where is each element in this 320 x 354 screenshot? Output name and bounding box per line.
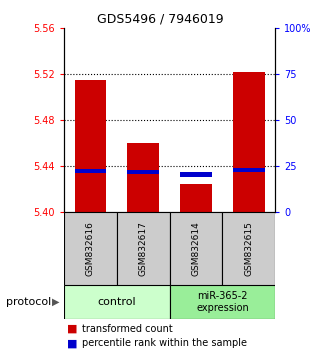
Bar	[170, 285, 275, 319]
Text: ■: ■	[67, 338, 78, 348]
Text: miR-365-2
expression: miR-365-2 expression	[196, 291, 249, 313]
Text: ▶: ▶	[52, 297, 60, 307]
Text: protocol: protocol	[6, 297, 52, 307]
Bar	[117, 212, 170, 285]
Bar	[180, 172, 212, 177]
Bar	[75, 169, 106, 173]
Text: GSM832614: GSM832614	[191, 221, 201, 276]
Bar	[233, 72, 265, 212]
Bar	[75, 80, 106, 212]
Bar	[233, 167, 265, 172]
Text: control: control	[98, 297, 136, 307]
Text: GSM832615: GSM832615	[244, 221, 253, 276]
Bar	[170, 212, 222, 285]
Bar	[64, 212, 117, 285]
Bar	[180, 184, 212, 212]
Text: GSM832617: GSM832617	[139, 221, 148, 276]
Bar	[64, 285, 170, 319]
Bar	[127, 170, 159, 175]
Text: transformed count: transformed count	[82, 324, 172, 333]
Text: percentile rank within the sample: percentile rank within the sample	[82, 338, 247, 348]
Bar	[222, 212, 275, 285]
Text: GDS5496 / 7946019: GDS5496 / 7946019	[97, 12, 223, 25]
Bar	[127, 143, 159, 212]
Text: ■: ■	[67, 324, 78, 333]
Text: GSM832616: GSM832616	[86, 221, 95, 276]
